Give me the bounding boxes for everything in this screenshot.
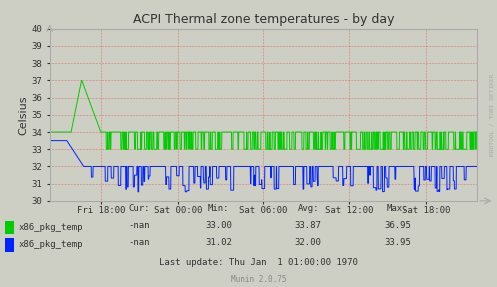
Y-axis label: Celsius: Celsius bbox=[18, 95, 28, 135]
Title: ACPI Thermal zone temperatures - by day: ACPI Thermal zone temperatures - by day bbox=[133, 13, 394, 26]
Text: 36.95: 36.95 bbox=[384, 221, 411, 230]
Text: 31.02: 31.02 bbox=[205, 238, 232, 247]
Text: Max:: Max: bbox=[387, 204, 409, 213]
Text: Min:: Min: bbox=[208, 204, 230, 213]
Text: x86_pkg_temp: x86_pkg_temp bbox=[19, 223, 83, 232]
Text: Avg:: Avg: bbox=[297, 204, 319, 213]
Text: -nan: -nan bbox=[128, 221, 150, 230]
Text: 33.87: 33.87 bbox=[295, 221, 322, 230]
Text: -nan: -nan bbox=[128, 238, 150, 247]
Text: Cur:: Cur: bbox=[128, 204, 150, 213]
Text: RRDTOOL / TOBI OETIKER: RRDTOOL / TOBI OETIKER bbox=[490, 73, 495, 156]
Text: 33.95: 33.95 bbox=[384, 238, 411, 247]
Text: 33.00: 33.00 bbox=[205, 221, 232, 230]
Text: x86_pkg_temp: x86_pkg_temp bbox=[19, 240, 83, 249]
Text: 32.00: 32.00 bbox=[295, 238, 322, 247]
Text: Last update: Thu Jan  1 01:00:00 1970: Last update: Thu Jan 1 01:00:00 1970 bbox=[159, 259, 358, 267]
Text: Munin 2.0.75: Munin 2.0.75 bbox=[231, 275, 286, 284]
